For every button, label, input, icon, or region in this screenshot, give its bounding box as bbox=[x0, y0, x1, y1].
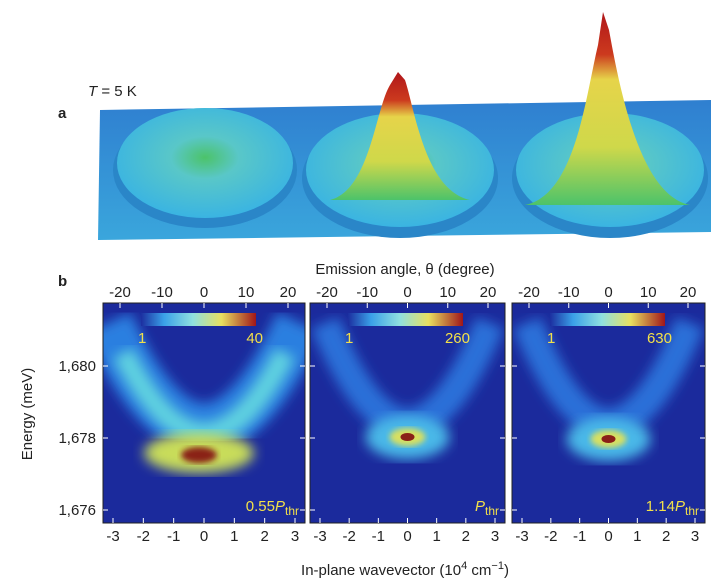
colorbar-min: 1 bbox=[345, 330, 353, 347]
bottom-tick-label: -1 bbox=[167, 528, 180, 545]
disk bbox=[117, 108, 293, 218]
top-tick-label: 10 bbox=[640, 284, 657, 301]
power-prefix: 0.55 bbox=[246, 498, 275, 515]
label-unit: cm bbox=[467, 562, 491, 579]
top-tick-label: 0 bbox=[403, 284, 411, 301]
bottom-tick-label: 0 bbox=[200, 528, 208, 545]
top-tick-label: -20 bbox=[518, 284, 540, 301]
top-tick-label: -10 bbox=[151, 284, 173, 301]
top-tick-label: 10 bbox=[238, 284, 255, 301]
power-symbol: P bbox=[675, 498, 685, 515]
top-tick-label: 10 bbox=[439, 284, 456, 301]
label-close: ) bbox=[504, 562, 509, 579]
top-tick-label: 20 bbox=[480, 284, 497, 301]
colorbar bbox=[550, 313, 665, 326]
map bbox=[310, 303, 505, 523]
y-tick-label: 1,678 bbox=[58, 430, 96, 447]
bottom-tick-label: 0 bbox=[604, 528, 612, 545]
map bbox=[512, 303, 705, 523]
panel-label: a bbox=[58, 105, 67, 122]
bottom-tick-label: 1 bbox=[230, 528, 238, 545]
colorbar-min: 1 bbox=[138, 330, 146, 347]
bottom-tick-label: 2 bbox=[462, 528, 470, 545]
bottom-tick-label: -3 bbox=[515, 528, 528, 545]
bottom-axis-label: In-plane wavevector (104 cm−1) bbox=[301, 560, 509, 579]
bottom-tick-label: 1 bbox=[633, 528, 641, 545]
bottom-tick-label: -2 bbox=[544, 528, 557, 545]
bottom-tick-label: -1 bbox=[372, 528, 385, 545]
hotspot-core bbox=[401, 433, 415, 441]
bottom-tick-label: 2 bbox=[260, 528, 268, 545]
y-tick-label: 1,676 bbox=[58, 502, 96, 519]
bottom-tick-label: 3 bbox=[491, 528, 499, 545]
top-tick-label: -10 bbox=[558, 284, 580, 301]
temperature-symbol: T bbox=[88, 83, 99, 100]
colorbar-max: 260 bbox=[445, 330, 470, 347]
bottom-tick-label: 3 bbox=[691, 528, 699, 545]
top-tick-label: 0 bbox=[200, 284, 208, 301]
bottom-tick-label: -2 bbox=[342, 528, 355, 545]
panel-label: b bbox=[58, 273, 67, 290]
hotspot-core bbox=[181, 447, 217, 463]
y-tick-label: 1,680 bbox=[58, 358, 96, 375]
power-prefix: 1.14 bbox=[646, 498, 675, 515]
top-tick-label: -10 bbox=[356, 284, 378, 301]
hotspot-core bbox=[602, 435, 616, 443]
colorbar bbox=[141, 313, 256, 326]
y-axis-label: Energy (meV) bbox=[19, 368, 36, 461]
label-unit-exponent: −1 bbox=[491, 560, 504, 572]
colorbar-max: 630 bbox=[647, 330, 672, 347]
power-subscript: thr bbox=[285, 504, 299, 518]
power-subscript: thr bbox=[485, 504, 499, 518]
top-axis-label: Emission angle, θ (degree) bbox=[315, 261, 494, 278]
temperature-value: = 5 K bbox=[101, 83, 136, 100]
colorbar-min: 1 bbox=[547, 330, 555, 347]
top-tick-label: -20 bbox=[109, 284, 131, 301]
power-symbol: P bbox=[475, 498, 485, 515]
label-text: In-plane wavevector (10 bbox=[301, 562, 461, 579]
top-tick-label: 20 bbox=[280, 284, 297, 301]
power-symbol: P bbox=[275, 498, 285, 515]
bottom-tick-label: -2 bbox=[137, 528, 150, 545]
top-tick-label: 20 bbox=[680, 284, 697, 301]
temperature: T = 5 K bbox=[88, 83, 137, 100]
figure: a T = 5 K b Emission angle, θ (degree) E… bbox=[0, 0, 711, 582]
bottom-tick-label: 2 bbox=[662, 528, 670, 545]
top-tick-label: -20 bbox=[316, 284, 338, 301]
bottom-tick-label: -3 bbox=[313, 528, 326, 545]
bottom-tick-label: -3 bbox=[106, 528, 119, 545]
bottom-tick-label: 1 bbox=[432, 528, 440, 545]
power-subscript: thr bbox=[685, 504, 699, 518]
top-tick-label: 0 bbox=[604, 284, 612, 301]
bottom-tick-label: -1 bbox=[573, 528, 586, 545]
bottom-tick-label: 0 bbox=[403, 528, 411, 545]
colorbar bbox=[348, 313, 463, 326]
surface-plots bbox=[98, 12, 711, 240]
map bbox=[103, 303, 305, 523]
bottom-tick-label: 3 bbox=[291, 528, 299, 545]
colorbar-max: 40 bbox=[246, 330, 263, 347]
